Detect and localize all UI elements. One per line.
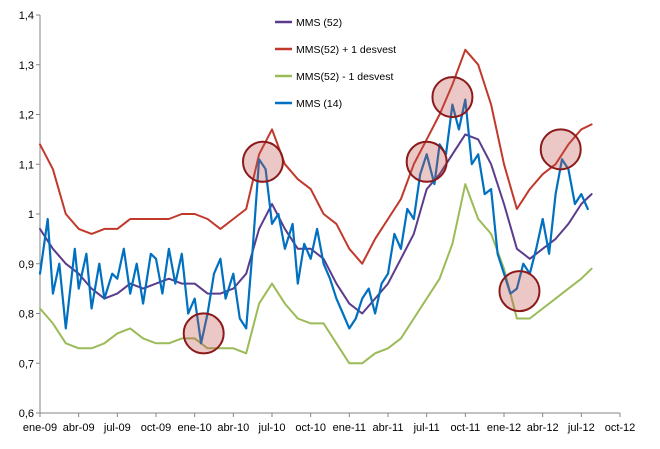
x-tick-label: ene-12 — [487, 422, 521, 434]
series-line-mms52-plus-desvest — [39, 48, 593, 265]
x-tick-label: oct-09 — [141, 422, 172, 434]
y-tick-label: 1,2 — [19, 110, 34, 122]
highlight-circle — [498, 270, 541, 313]
x-tick-label: ene-10 — [178, 422, 212, 434]
axes: 0,6 0,7 0,8 0,9 1 1,1 1,2 1,3 1,4 ene-09 abr-09 jul… — [19, 10, 636, 434]
highlight-layer — [182, 76, 582, 355]
y-tick-label: 0,7 — [19, 358, 34, 370]
x-tick-label: oct-11 — [450, 422, 480, 434]
legend: MMS (52) MMS(52) + 1 desvest MMS(52) - 1 d… — [275, 17, 396, 110]
x-tick-label: jul-11 — [413, 422, 440, 434]
series-layer — [38, 48, 593, 365]
x-tick-label: jul-10 — [258, 422, 286, 434]
x-tick-label: abr-11 — [373, 422, 404, 434]
x-tick-label: abr-12 — [527, 422, 559, 434]
y-tick-label: 1,4 — [19, 10, 34, 22]
highlight-circle — [182, 312, 225, 355]
y-tick-label: 0,9 — [19, 259, 34, 271]
series-line-mms52-minus-desvest — [39, 183, 593, 365]
x-tick-label: abr-09 — [63, 422, 95, 434]
highlight-circle — [431, 76, 474, 119]
y-tick-label: 0,8 — [19, 309, 34, 321]
x-tick-label: ene-09 — [23, 422, 57, 434]
legend-label: MMS (52) — [296, 17, 342, 29]
highlight-circle — [539, 128, 582, 171]
series-line-mms14 — [38, 98, 589, 345]
x-tick-label: oct-10 — [295, 422, 326, 434]
x-tick-label: jul-12 — [567, 422, 595, 434]
legend-label: MMS(52) + 1 desvest — [296, 44, 396, 56]
highlight-circle — [241, 140, 284, 183]
y-tick-label: 1,1 — [19, 159, 34, 171]
y-tick-label: 1,3 — [19, 60, 34, 72]
highlight-circle — [405, 140, 448, 183]
x-tick-label: ene-11 — [333, 422, 366, 434]
x-tick-label: oct-12 — [605, 422, 636, 434]
x-tick-label: abr-10 — [217, 422, 249, 434]
legend-label: MMS (14) — [296, 98, 342, 110]
legend-label: MMS(52) - 1 desvest — [296, 71, 394, 83]
y-tick-label: 0,6 — [19, 408, 34, 420]
x-tick-label: jul-09 — [103, 422, 131, 434]
y-tick-label: 1 — [28, 209, 34, 221]
